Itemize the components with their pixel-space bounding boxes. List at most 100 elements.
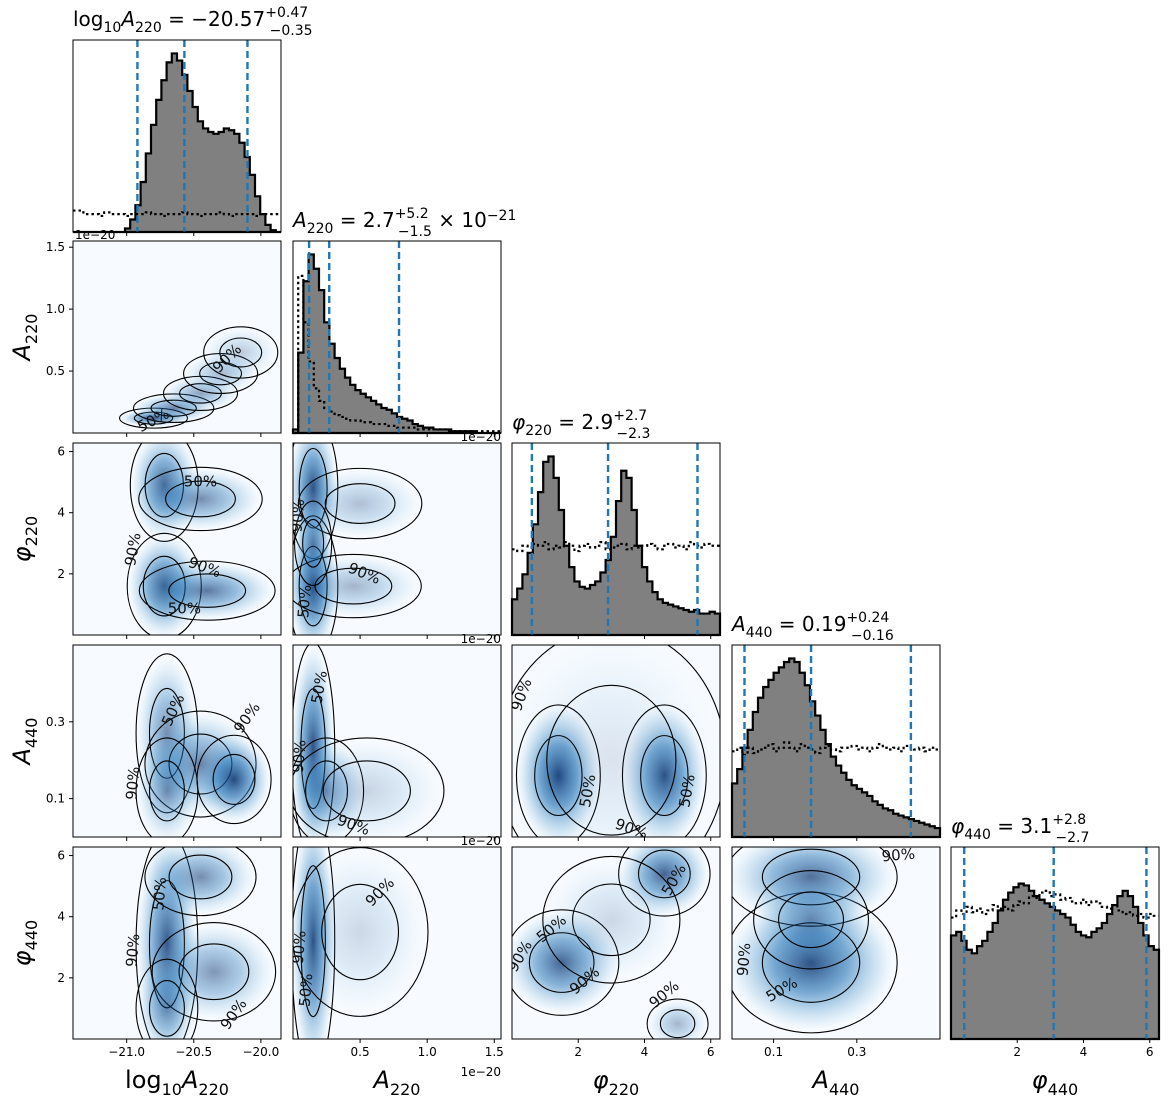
panel-title: A220 = 2.7+5.2 −1.5 × 10−21 [291, 206, 516, 240]
axes-frame [292, 240, 502, 434]
contour-50 [778, 891, 845, 949]
density-A440-vs-log10A220: 50% 90%90% [72, 644, 282, 838]
density-A220-vs-log10A220: 50%90% [72, 240, 282, 434]
y-tick-label: 4 [57, 506, 65, 520]
contour-50 [212, 753, 256, 805]
density-A440-vs-A220: 50%90%90% [292, 644, 502, 838]
density-blob [295, 851, 426, 1013]
axes-frame [72, 846, 282, 1040]
axes-frame [731, 644, 941, 838]
contour-90 [297, 467, 423, 540]
contour-50 [322, 760, 411, 822]
density-blob [141, 468, 260, 530]
x-tick-label: −20.5 [175, 1045, 212, 1059]
contour-label: 90% [881, 845, 916, 866]
y-tick-label: 0.3 [46, 715, 65, 729]
contour-50 [659, 1009, 696, 1039]
posterior-histogram [949, 882, 1161, 1041]
density-blob [198, 737, 270, 822]
contour-label: 50% [168, 600, 201, 618]
axis-offset-label: 1e−20 [75, 228, 115, 242]
hist-phi440: φ440 = 3.1+2.8 −2.7 [949, 812, 1161, 1041]
contour-label: 50% [576, 773, 600, 809]
y-tick-label: 6 [57, 849, 65, 863]
density-phi440-vs-A440: 90%50%90% [731, 845, 941, 1040]
prior-histogram [951, 889, 1159, 919]
y-tick-label: 2 [57, 971, 65, 985]
density-phi440-vs-log10A220: 50%90%90% [72, 846, 282, 1040]
contour-label: 90% [289, 930, 310, 965]
contour-50 [314, 567, 393, 605]
x-tick-label: 4 [1080, 1045, 1088, 1059]
axes-frame [511, 442, 721, 636]
x-axis-label: A220 [372, 1066, 421, 1099]
prior-histogram [512, 541, 720, 553]
axes-frame [292, 846, 502, 1040]
contour-label: 50% [149, 876, 170, 911]
axis-offset-label: 1e−20 [461, 632, 501, 646]
contour-50 [321, 883, 400, 981]
posterior-histogram [730, 657, 942, 839]
axes-frame [950, 846, 1160, 1040]
density-blob [142, 562, 273, 619]
density-blob [512, 645, 720, 837]
contour-90 [293, 737, 445, 837]
density-blob [295, 502, 331, 584]
x-tick-label: 0.1 [764, 1045, 783, 1059]
axis-offset-label: 1e−20 [461, 1065, 501, 1079]
contour-50 [302, 518, 325, 568]
axes-frame [511, 644, 721, 838]
contour-label: 50% [184, 473, 217, 491]
contour-90 [646, 998, 709, 1039]
density-blob [205, 327, 277, 378]
y-axis-label: φ220 [8, 516, 41, 562]
contour-label: 50% [296, 973, 317, 1008]
hist-A220: A220 = 2.7+5.2 −1.5 × 10−21 [291, 206, 516, 435]
density-phi440-vs-A220: 90%90%50% [289, 846, 502, 1040]
y-tick-label: 2 [57, 567, 65, 581]
contour-90 [144, 847, 257, 917]
x-tick-label: −20.0 [242, 1045, 279, 1059]
x-tick-label: 6 [1146, 1045, 1154, 1059]
contour-label: 50% [308, 669, 332, 705]
panel-title: φ220 = 2.9+2.7 −2.3 [512, 408, 650, 442]
posterior-histogram [291, 253, 501, 435]
axes-frame [72, 240, 282, 434]
y-tick-label: 1.5 [46, 240, 65, 254]
x-tick-label: 0.5 [351, 1045, 370, 1059]
contour-50 [572, 883, 651, 957]
axes-frame [292, 644, 502, 838]
x-axis-label: φ440 [1032, 1066, 1078, 1099]
contour-90 [135, 958, 199, 1039]
contour-label: 90% [122, 933, 143, 968]
contour-90 [203, 326, 279, 379]
prior-histogram [73, 209, 281, 218]
x-tick-label: 4 [641, 1045, 649, 1059]
contour-90 [753, 869, 869, 970]
hist-log10A220: log10A220 = −20.57+0.47 −0.35 [72, 5, 313, 234]
hist-phi220: φ220 = 2.9+2.7 −2.3 [510, 408, 722, 637]
prior-histogram [732, 741, 940, 756]
contour-label: 90% [122, 766, 143, 801]
y-tick-label: 0.5 [46, 364, 65, 378]
density-blob [756, 872, 866, 967]
panel-title: A440 = 0.19+0.24 −0.16 [730, 610, 894, 644]
density-blob [301, 469, 420, 538]
x-tick-label: 2 [574, 1045, 582, 1059]
x-tick-label: 1.0 [418, 1045, 437, 1059]
y-axis-label: A440 [8, 718, 41, 767]
density-phi440-vs-phi220: 90%50%90% 90%50% [511, 846, 721, 1040]
contour-50 [219, 337, 263, 368]
contour-90 [294, 500, 333, 587]
y-tick-label: 0.1 [46, 792, 65, 806]
posterior-histogram [73, 52, 281, 234]
y-tick-label: 1.0 [46, 302, 65, 316]
density-blob [147, 847, 254, 914]
contour-90 [293, 847, 429, 1017]
contour-90 [138, 466, 263, 532]
x-tick-label: 1.5 [485, 1045, 504, 1059]
contour-50 [168, 573, 247, 608]
y-tick-label: 6 [57, 445, 65, 459]
panel-title: φ440 = 3.1+2.8 −2.7 [951, 812, 1089, 846]
